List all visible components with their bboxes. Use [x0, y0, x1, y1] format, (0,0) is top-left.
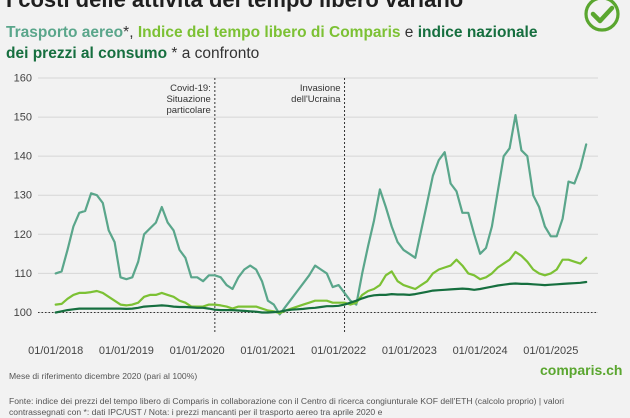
source-note: Fonte: indice dei prezzi del tempo liber…: [9, 396, 565, 417]
x-tick-label: 01/01/2022: [311, 345, 366, 357]
x-tick-label: 01/01/2020: [170, 345, 225, 357]
x-tick-label: 01/01/2024: [453, 345, 508, 357]
page-title: I costi delle attività del tempo libero …: [6, 0, 463, 13]
y-tick-label: 110: [14, 268, 32, 280]
x-tick-label: 01/01/2018: [28, 345, 83, 357]
subtitle-tail: * a confronto: [167, 45, 260, 62]
subtitle-air-label: Trasporto aereo: [6, 24, 124, 41]
y-tick-label: 120: [14, 229, 32, 241]
y-tick-label: 160: [14, 73, 32, 85]
subtitle-leisure-label: Indice del tempo libero di Comparis: [137, 24, 401, 41]
series-line-cpi: [54, 280, 588, 314]
subtitle-air-suffix: *,: [123, 24, 138, 41]
y-tick-label: 130: [14, 190, 32, 202]
reference-note: Mese di riferimento dicembre 2020 (pari …: [9, 371, 198, 381]
checkmark-icon: [584, 0, 620, 32]
event-annotation-label: Invasione: [300, 83, 341, 94]
y-tick-label: 140: [14, 151, 32, 163]
event-annotation-label: Covid-19:: [170, 83, 211, 94]
subtitle-join: e: [400, 24, 418, 41]
x-tick-label: 01/01/2019: [99, 345, 154, 357]
series-line-air: [54, 114, 588, 316]
series-line-leisure: [54, 250, 588, 315]
line-chart: 100 110 120 130 140 150 160 01/01/2018 01/01/201…: [14, 73, 598, 357]
brand-logo: comparis.ch: [540, 362, 623, 378]
event-annotation-label: Situazione: [166, 94, 210, 105]
event-annotation-label: dell'Ucraina: [291, 94, 341, 105]
subtitle-cpi-label: indice nazionale dei prezzi al consumo: [6, 24, 538, 62]
event-annotation-label: particolare: [166, 105, 210, 116]
x-tick-label: 01/01/2025: [523, 345, 578, 357]
x-tick-label: 01/01/2021: [240, 345, 295, 357]
y-tick-label: 100: [14, 307, 32, 319]
chart-subtitle: Trasporto aereo*, Indice del tempo liber…: [6, 22, 551, 64]
y-tick-label: 150: [14, 112, 32, 124]
x-tick-label: 01/01/2023: [382, 345, 437, 357]
